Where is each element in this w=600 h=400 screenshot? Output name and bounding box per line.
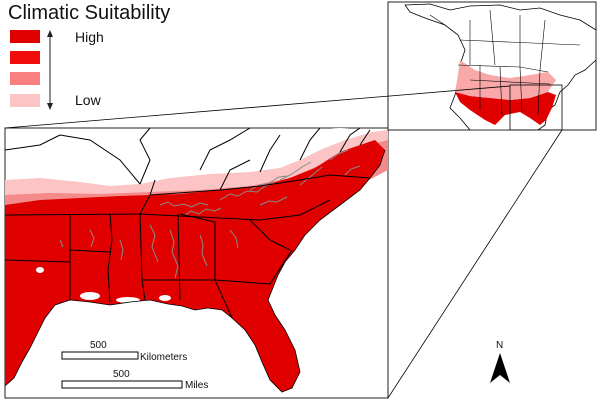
miles-scale-unit: Miles xyxy=(185,380,209,391)
unsuitable-patches xyxy=(36,128,358,303)
north-arrow-icon xyxy=(490,353,510,383)
legend-title: Climatic Suitability xyxy=(8,2,171,24)
state-boundaries xyxy=(5,128,371,319)
legend-swatch-medium-high xyxy=(10,51,40,64)
scale-bars xyxy=(61,351,183,389)
inset-connector-lines xyxy=(4,85,563,399)
high-suitability-region xyxy=(5,140,385,392)
overview-map xyxy=(387,1,597,131)
km-scale-value: 500 xyxy=(90,340,107,351)
miles-scale-bar xyxy=(61,380,183,389)
miles-scale-value: 500 xyxy=(113,369,130,380)
gulf-coastline xyxy=(5,149,386,393)
legend-arrow xyxy=(47,30,53,110)
km-scale-unit: Kilometers xyxy=(140,352,188,363)
overview-extent-box xyxy=(509,84,563,130)
km-scale-bar xyxy=(61,351,139,360)
legend-low-label: Low xyxy=(75,92,101,108)
north-arrow-label: N xyxy=(496,340,504,351)
legend-swatch-medium xyxy=(10,72,40,85)
overview-boundaries xyxy=(429,9,581,116)
legend-high-label: High xyxy=(75,29,104,45)
legend-swatch-high xyxy=(10,30,40,43)
legend-swatch-low xyxy=(10,94,40,107)
